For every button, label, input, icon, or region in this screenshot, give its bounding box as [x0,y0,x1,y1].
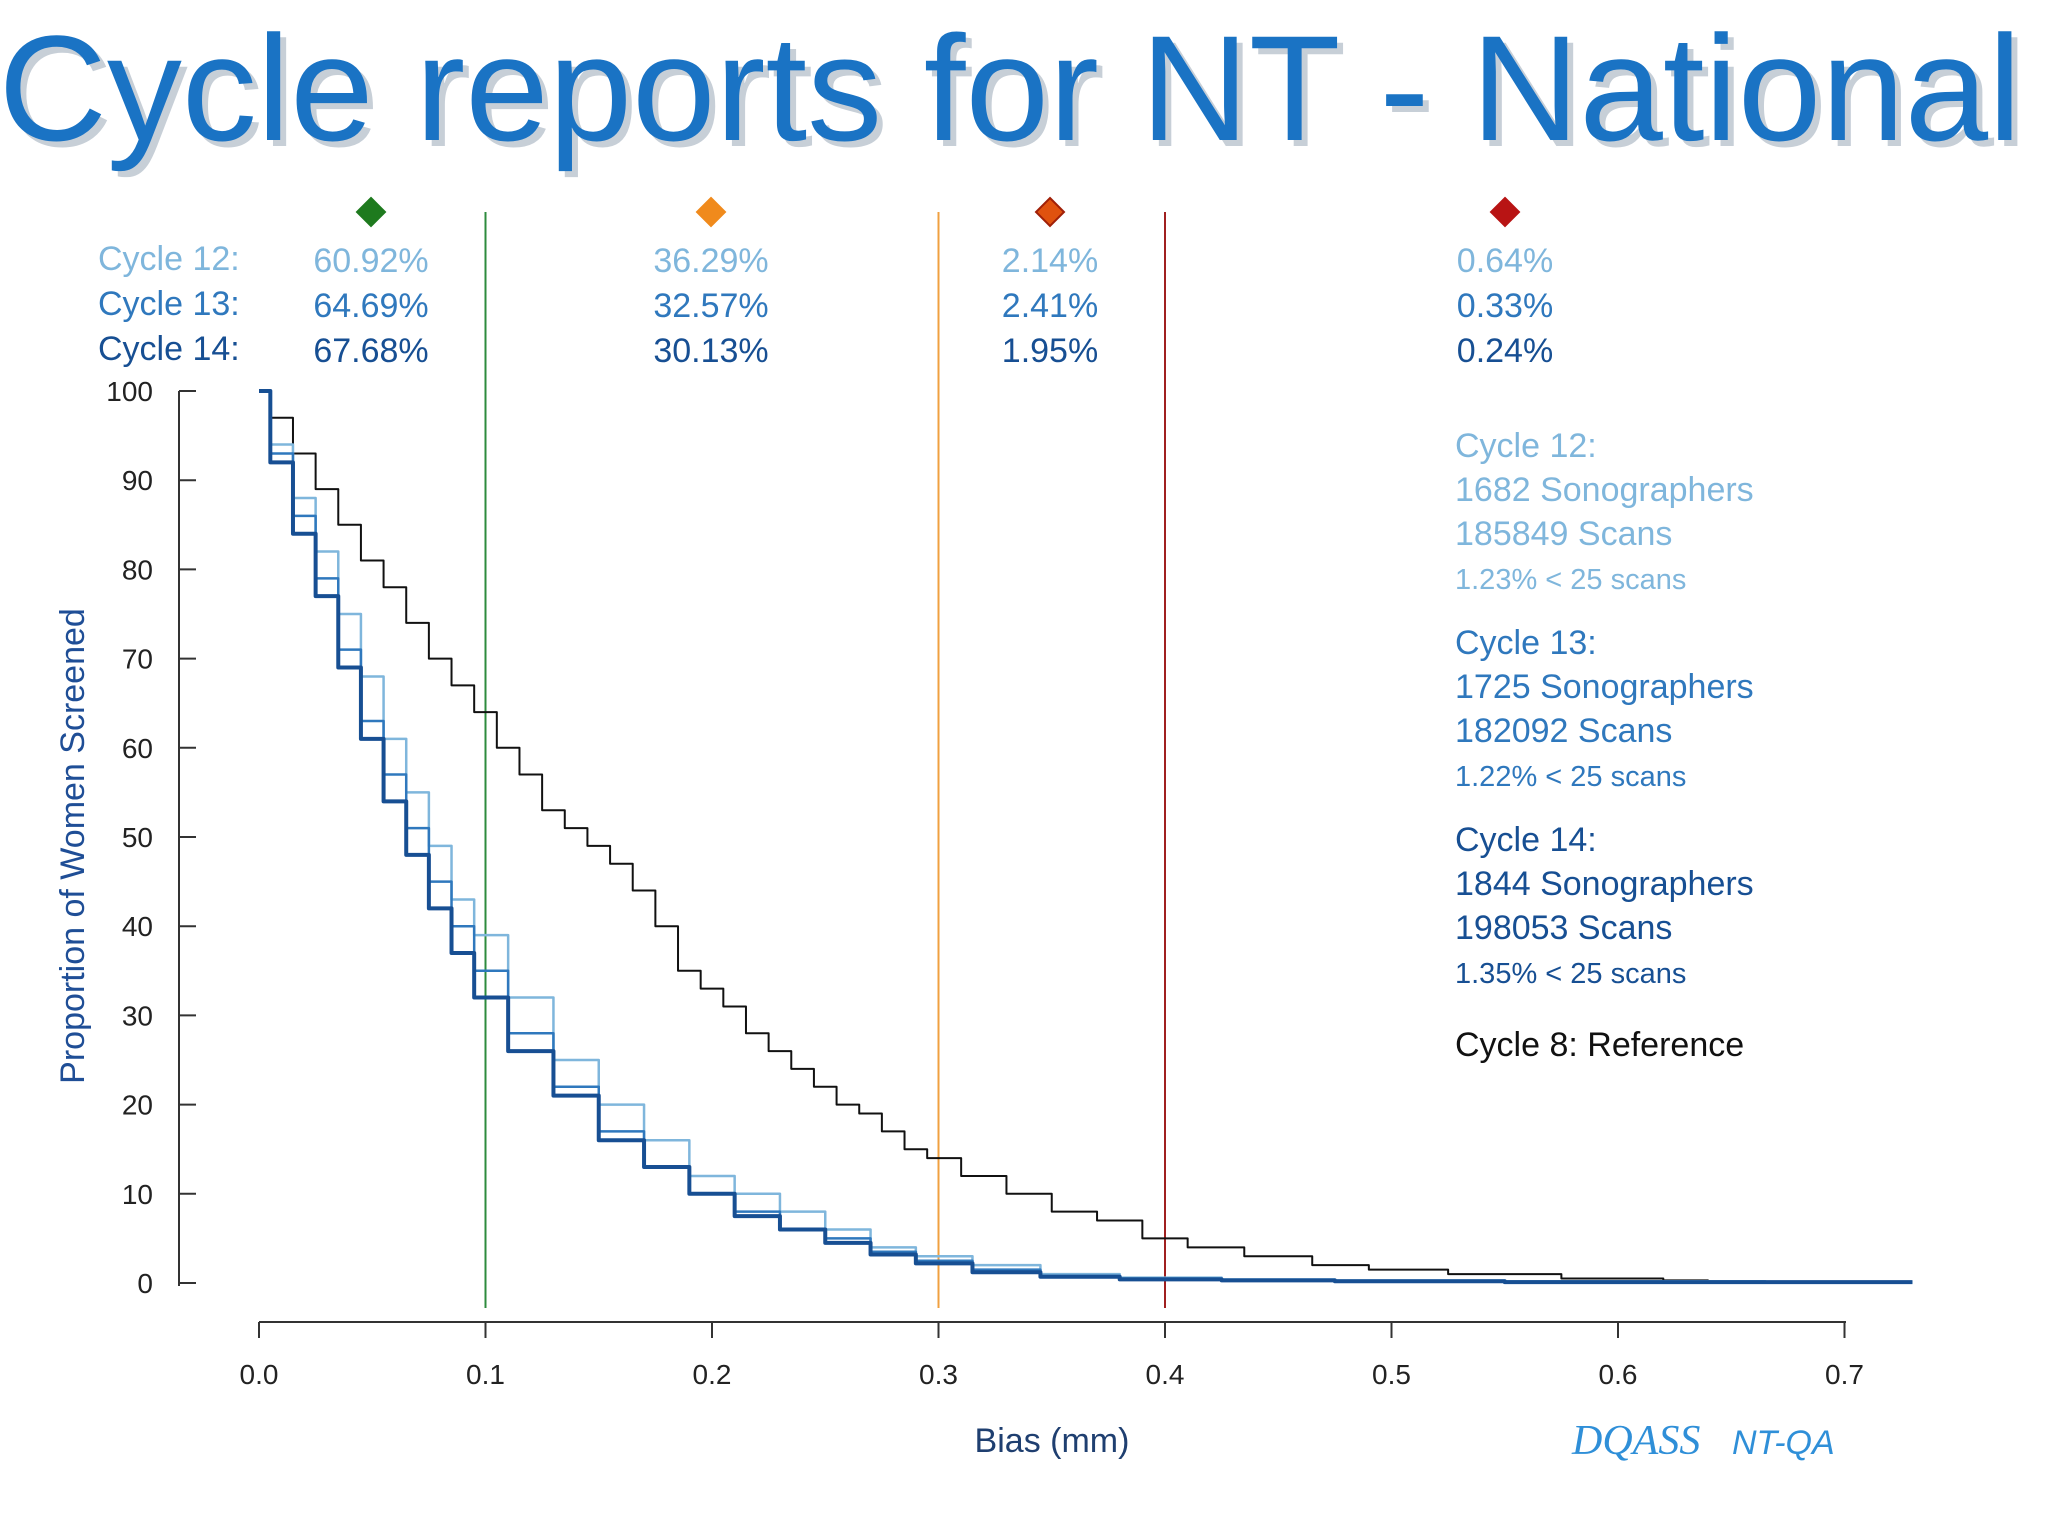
cycle-stat-line: 1844 Sonographers [1455,865,1754,903]
cycle-stat-line: 198053 Scans [1455,909,1672,947]
cycle-stat-line: 1682 Sonographers [1455,471,1754,509]
axes: 0 10 20 30 40 50 60 70 80 90 100 0.0 0.1 0.2 0.3 0.4 0.5… [106,376,1864,1390]
x-tick-label: 0.3 [919,1359,958,1390]
logo-sub: NT-QA [1732,1424,1835,1462]
cycle-stat-line: 1.35% < 25 scans [1455,958,1686,990]
threshold-lines [484,212,1166,1308]
orange-diamond-icon [695,196,727,228]
cycle-stat-line: 185849 Scans [1455,515,1672,553]
cycle-row-labels: Cycle 12: Cycle 13: Cycle 14: [98,240,240,368]
cycle-stat-line: 1725 Sonographers [1455,668,1754,706]
page-title-shadow: Cycle reports for NT - National [5,10,2028,178]
band-percent: 1.95% [1002,332,1098,370]
series-line [259,389,1913,1285]
y-tick-label: 30 [122,1000,153,1031]
band-percent: 60.92% [313,242,428,280]
y-tick-label: 10 [122,1179,153,1210]
y-tick-label: 50 [122,822,153,853]
series-lines [259,389,1913,1285]
band-percent: 0.33% [1457,287,1553,325]
band-percent: 2.41% [1002,287,1098,325]
y-tick-label: 60 [122,733,153,764]
cycle-stat-line: Cycle 13: [1455,624,1597,662]
band-percent: 36.29% [653,242,768,280]
band-summary: 60.92% 64.69% 67.68% 36.29% 32.57% 30.13% 2.14… [313,196,1553,370]
y-tick-label: 20 [122,1090,153,1121]
cycle-stat-line: 1.23% < 25 scans [1455,564,1686,596]
cycle-stat-line: Cycle 12: [1455,427,1597,465]
x-tick-label: 0.7 [1825,1359,1864,1390]
x-tick-label: 0.5 [1372,1359,1411,1390]
y-tick-label: 40 [122,911,153,942]
reference-label: Cycle 8: Reference [1455,1026,1744,1064]
band-percent: 32.57% [653,287,768,325]
band-percent: 0.64% [1457,242,1553,280]
red-orange-diamond-icon [1034,196,1066,228]
dqass-logo: DQASS NT-QA [1571,1418,1835,1464]
band-percent: 64.69% [313,287,428,325]
band-percent: 2.14% [1002,242,1098,280]
y-tick-label: 90 [122,465,153,496]
x-tick-label: 0.4 [1146,1359,1185,1390]
cycle-stat-line: Cycle 14: [1455,821,1597,859]
y-tick-label: 70 [122,644,153,675]
dark-red-diamond-icon [1489,196,1521,228]
y-tick-label: 0 [137,1268,153,1299]
y-tick-label: 100 [106,376,153,407]
cycle-row-label: Cycle 14: [98,330,240,368]
logo-text: DQASS [1571,1418,1700,1464]
x-tick-label: 0.1 [466,1359,505,1390]
y-tick-label: 80 [122,554,153,585]
band-percent: 0.24% [1457,332,1553,370]
x-tick-label: 0.6 [1599,1359,1638,1390]
y-axis-label: Proportion of Women Screened [54,608,92,1084]
cycle-row-label: Cycle 12: [98,240,240,278]
cycle-stat-line: 1.22% < 25 scans [1455,761,1686,793]
band-percent: 30.13% [653,332,768,370]
green-diamond-icon [355,196,387,228]
x-axis-label: Bias (mm) [975,1422,1130,1460]
x-tick-label: 0.2 [693,1359,732,1390]
band-percent: 67.68% [313,332,428,370]
cycle-row-label: Cycle 13: [98,285,240,323]
cycle-stats: Cycle 12: 1682 Sonographers 185849 Scans 1.… [1455,427,1754,990]
cycle-stat-line: 182092 Scans [1455,712,1672,750]
x-tick-label: 0.0 [240,1359,279,1390]
series-line [259,390,1709,1282]
page-title: Cycle reports for NT - National [0,4,2021,172]
